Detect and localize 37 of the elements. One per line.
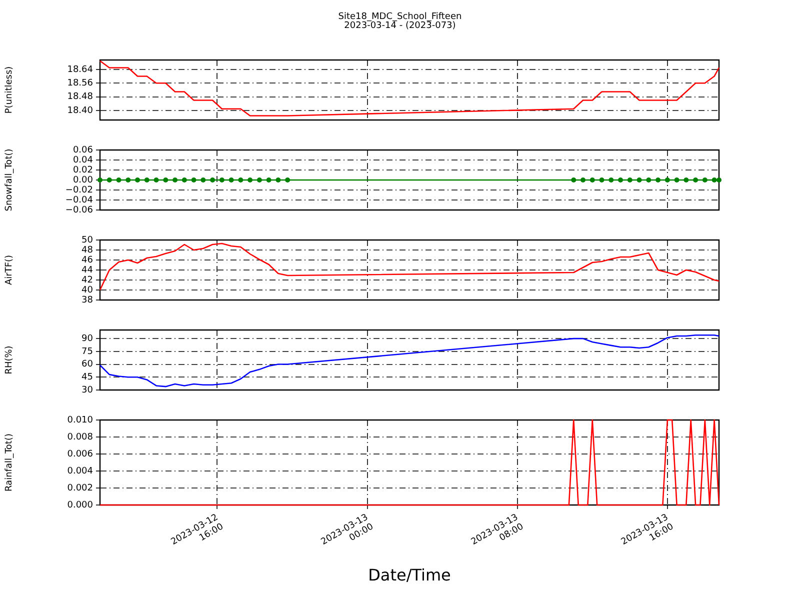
y-tick-label: 75 <box>82 346 93 357</box>
y-axis-title: Rainfall_Tot() <box>4 434 15 492</box>
y-tick-label: 48 <box>82 245 94 256</box>
chart-subtitle: 2023-03-14 - (2023-073) <box>344 21 456 31</box>
y-tick-label: 0.004 <box>67 466 94 476</box>
y-tick-label: 18.56 <box>67 78 94 88</box>
y-tick-label: 44 <box>82 265 94 276</box>
y-tick-label: 42 <box>82 275 93 286</box>
y-tick-label: −0.04 <box>65 195 94 206</box>
y-axis-title: P(unitless) <box>4 66 15 114</box>
y-tick-label: −0.06 <box>65 205 94 216</box>
y-tick-label: 0.02 <box>72 165 93 176</box>
y-tick-label: 0.008 <box>67 432 94 442</box>
y-tick-label: 50 <box>82 235 94 246</box>
y-tick-label: 90 <box>82 334 94 344</box>
y-tick-label: 0.000 <box>67 500 94 510</box>
x-axis-title: Date/Time <box>368 566 451 585</box>
y-tick-label: 60 <box>82 360 94 370</box>
y-tick-label: 0.04 <box>72 155 94 166</box>
y-tick-label: 45 <box>82 372 93 382</box>
y-tick-label: 0.00 <box>72 175 94 186</box>
y-tick-label: 40 <box>82 285 94 296</box>
y-tick-label: 18.40 <box>67 106 94 116</box>
y-tick-label: 18.48 <box>67 92 94 102</box>
y-tick-label: 0.002 <box>67 483 93 494</box>
chart-title: Site18_MDC_School_Fifteen <box>337 12 463 22</box>
y-axis-title: Snowfall_Tot() <box>4 148 15 212</box>
y-tick-label: 0.006 <box>67 449 94 460</box>
y-axis-title: RH(%) <box>4 346 15 374</box>
y-axis-title: AirTF() <box>4 254 15 286</box>
y-tick-label: 0.010 <box>67 415 94 426</box>
y-tick-label: 38 <box>82 295 94 306</box>
y-tick-label: 18.64 <box>67 64 94 75</box>
y-tick-label: 0.06 <box>72 145 94 156</box>
y-tick-label: 30 <box>82 385 94 396</box>
y-tick-label: −0.02 <box>65 185 93 196</box>
y-tick-label: 46 <box>82 255 94 266</box>
